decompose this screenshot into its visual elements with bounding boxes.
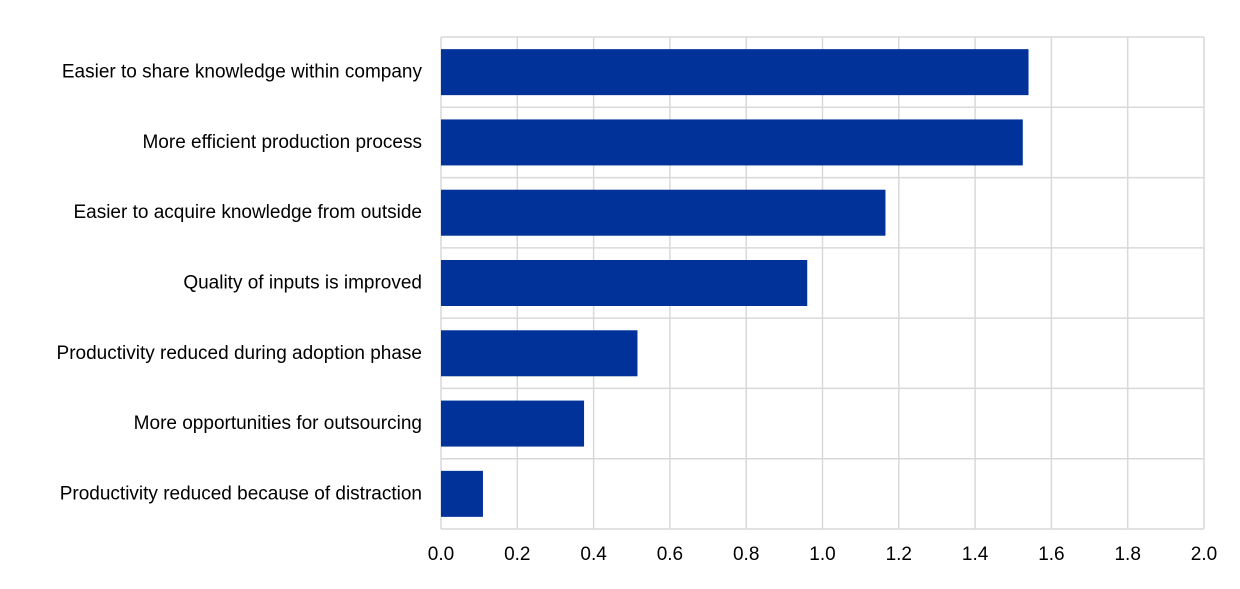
x-tick-label: 0.0 [428,544,454,565]
category-label: Productivity reduced during adoption pha… [57,343,422,364]
x-tick-label: 1.0 [809,544,835,565]
category-labels: Easier to share knowledge within company… [57,62,423,505]
bars [441,49,1029,517]
category-label: Quality of inputs is improved [183,273,422,294]
x-tick-label: 2.0 [1191,544,1217,565]
bar [441,189,886,236]
x-tick-label: 1.8 [1114,544,1140,565]
bar [441,400,585,447]
x-tick-label: 0.8 [733,544,759,565]
bar [441,470,483,517]
x-tick-label: 0.6 [657,544,683,565]
x-tick-label: 1.6 [1038,544,1064,565]
x-tick-label: 0.4 [580,544,607,565]
x-tick-label: 0.2 [504,544,530,565]
bar [441,119,1023,166]
x-tick-label: 1.2 [886,544,912,565]
category-label: Productivity reduced because of distract… [60,483,422,504]
category-label: More opportunities for outsourcing [134,413,422,434]
x-tick-label: 1.4 [962,544,989,565]
bar [441,260,808,306]
category-label: More efficient production process [142,132,422,153]
x-axis-tick-labels: 0.0 0.2 0.4 0.6 0.8 1.0 1.2 1.4 1.6 1.8 2.0 [428,544,1217,565]
bar [441,49,1029,96]
bar [441,330,638,377]
category-label: Easier to acquire knowledge from outside [73,202,422,223]
category-label: Easier to share knowledge within company [62,62,423,83]
